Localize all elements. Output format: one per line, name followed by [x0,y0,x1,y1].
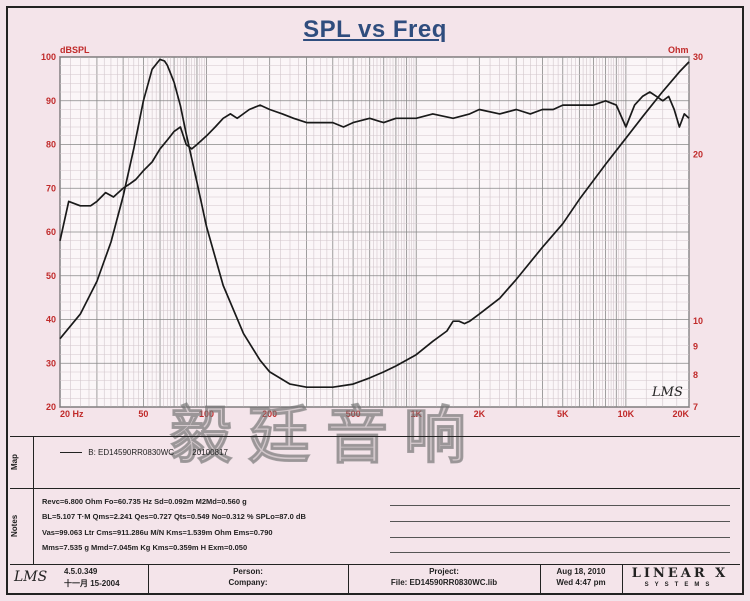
right-tick-label: 20 [693,150,703,160]
left-tick-label: 30 [46,358,56,368]
note-line-2: BL=5.107 T·M Qms=2.241 Qes=0.727 Qts=0.5… [42,512,306,521]
series-layer [59,58,690,389]
left-tick-label: 100 [41,52,56,62]
left-tick-label: 50 [46,271,56,281]
footer-panel [10,564,740,595]
x-tick-label: 2K [474,409,486,419]
ticks-layer: 100 90 80 70 60 50 40 30 20 30 20 10 9 8 7 20 Hz 50 100 20… [41,52,703,419]
footer-maker-logo: LINEAR X [631,566,729,581]
footer-divider-2 [348,564,349,593]
x-tick-label: 20 Hz [60,409,84,419]
x-tick-label: 1K [410,409,422,419]
notes-rule-1 [390,505,730,506]
footer-company-label: Company: [228,578,268,587]
x-tick-label: 10K [618,409,635,419]
side-divider [33,436,34,564]
footer-time: Wed 4:47 pm [556,578,606,587]
x-tick-label: 5K [557,409,569,419]
right-tick-label: 30 [693,52,703,62]
notes-panel [10,488,740,564]
x-tick-label: 50 [138,409,148,419]
right-tick-label: 7 [693,402,698,412]
legend-line-swatch [60,452,82,454]
plot-lms-logo: LMS [652,385,683,400]
series-line-impedance [59,58,690,389]
left-tick-label: 20 [46,402,56,412]
notes-side-label: Notes [10,514,19,538]
legend-item-name: B: ED14590RR0830WC [88,448,175,457]
footer-divider-3 [540,564,541,593]
footer-project-label: Project: [429,567,459,576]
x-tick-label: 20K [672,409,689,419]
x-tick-label: 500 [346,409,361,419]
footer-divider-1 [148,564,149,593]
x-tick-label: 200 [262,409,277,419]
map-side-label: Map [10,454,19,470]
left-axis-unit: dBSPL [60,45,90,55]
left-tick-label: 60 [46,227,56,237]
right-tick-label: 8 [693,370,698,380]
note-line-3: Vas=99.063 Ltr Cms=911.286u M/N Kms=1.53… [42,528,273,537]
note-line-4: Mms=7.535 g Mmd=7.045m Kg Kms=0.359m H E… [42,543,248,552]
notes-rule-2 [390,521,730,522]
footer-divider-4 [622,564,623,593]
grid [59,56,690,408]
footer-person-label: Person: [233,567,263,576]
left-tick-label: 40 [46,315,56,325]
map-legend: B: ED14590RR0830WC 20100817 [60,448,228,457]
series-line-spl [59,91,690,241]
legend-item-code: 20100817 [192,448,228,457]
left-tick-label: 70 [46,183,56,193]
left-tick-label: 80 [46,140,56,150]
notes-rule-4 [390,552,730,553]
footer-version-date: 十一月 15-2004 [64,579,120,588]
left-tick-label: 90 [46,96,56,106]
footer-date: Aug 18, 2010 [556,567,606,576]
right-axis-unit: Ohm [668,45,689,55]
footer-maker-sub: SYSTEMS [644,582,716,588]
right-tick-label: 9 [693,342,698,352]
footer-brand-logo: LMS [14,569,48,585]
x-tick-label: 100 [199,409,214,419]
map-panel [10,436,740,488]
footer-file-label: File: ED14590RR0830WC.lib [390,578,498,587]
right-tick-label: 10 [693,316,703,326]
chart-title: SPL vs Freq [303,16,447,43]
notes-rule-3 [390,537,730,538]
note-line-1: Revc=6.800 Ohm Fo=60.735 Hz Sd=0.092m M2… [42,497,247,506]
footer-version: 4.5.0.349 [64,567,98,576]
